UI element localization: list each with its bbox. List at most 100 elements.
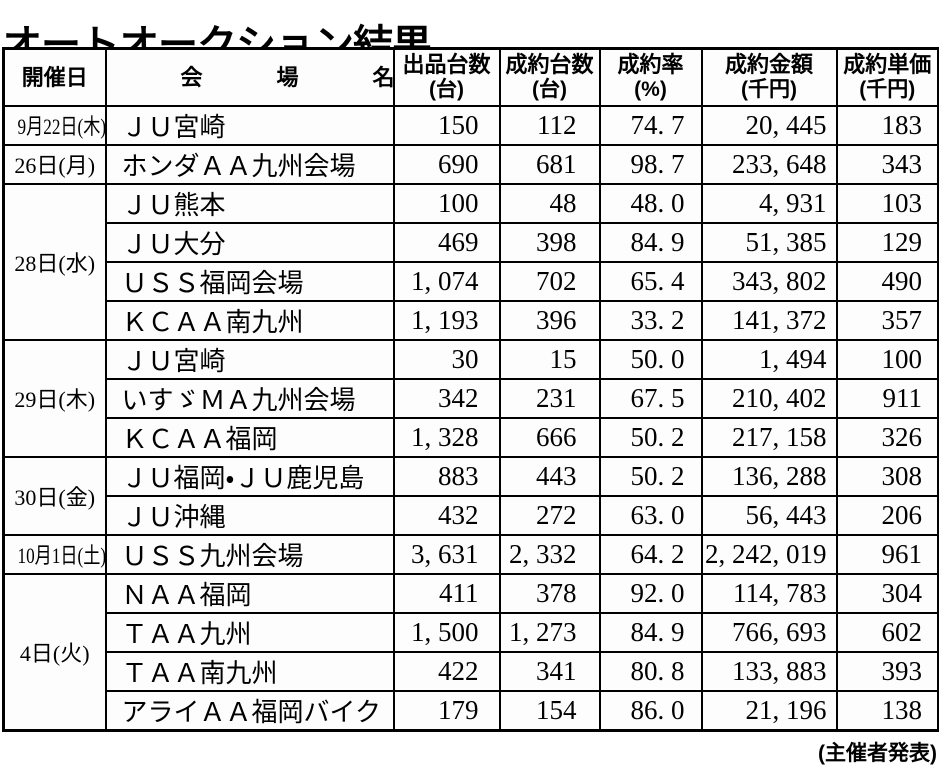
sold-cell: 272 bbox=[498, 494, 601, 536]
sold-cell: 112 bbox=[498, 104, 601, 146]
rate-cell: 50. 0 bbox=[598, 338, 703, 380]
venue-cell: ＵＳＳ九州会場 bbox=[104, 533, 395, 575]
table-row: いすゞＭＡ九州会場 342 231 67. 5 210, 402 911 bbox=[4, 377, 939, 419]
sold-cell: 2, 332 bbox=[498, 533, 601, 575]
table-row: 9月22日(木) ＪＵ宮崎 150 112 74. 7 20, 445 183 bbox=[2, 104, 939, 146]
listed-cell: 411 bbox=[392, 572, 501, 614]
venue-cell: ＪＵ宮崎 bbox=[104, 338, 395, 380]
venue-cell: ＪＵ福岡・ＪＵ鹿児島 bbox=[104, 455, 395, 497]
col-header-amount: 成約金額 (千円) bbox=[700, 47, 838, 107]
col-header-sold-unit: (台) bbox=[532, 78, 567, 102]
sold-cell: 378 bbox=[498, 572, 601, 614]
date-label: 28日(水) bbox=[14, 250, 96, 276]
col-header-rate-label: 成約率 bbox=[617, 52, 684, 78]
unit-price-cell: 357 bbox=[835, 299, 939, 341]
col-header-listed: 出品台数 (台) bbox=[392, 47, 501, 107]
rate-cell: 74. 7 bbox=[598, 104, 703, 146]
col-header-listed-unit: (台) bbox=[429, 78, 464, 102]
source-note: (主催者発表) bbox=[818, 742, 937, 765]
rate-cell: 63. 0 bbox=[598, 494, 703, 536]
table-row: 4日(火) ＮＡＡ福岡 411 378 92. 0 114, 783 304 bbox=[2, 572, 939, 731]
amount-cell: 766, 693 bbox=[700, 611, 838, 653]
listed-cell: 30 bbox=[392, 338, 501, 380]
table-row: 28日(水) ＪＵ熊本 100 48 48. 0 4, 931 103 bbox=[2, 182, 939, 341]
venue-cell: アライＡＡ福岡バイク bbox=[104, 689, 395, 731]
date-label: 10月1日(土) bbox=[17, 543, 106, 568]
amount-cell: 210, 402 bbox=[700, 377, 838, 419]
rate-cell: 50. 2 bbox=[598, 455, 703, 497]
date-label: 30日(金) bbox=[14, 484, 96, 510]
sold-cell: 1, 273 bbox=[498, 611, 601, 653]
table-row: 29日(木) ＪＵ宮崎 30 15 50. 0 1, 494 100 bbox=[2, 338, 939, 458]
col-header-sold-label: 成約台数 bbox=[505, 52, 594, 78]
rate-cell: 64. 2 bbox=[598, 533, 703, 575]
unit-price-cell: 343 bbox=[835, 143, 939, 185]
table-row: ＵＳＳ福岡会場 1, 074 702 65. 4 343, 802 490 bbox=[4, 260, 939, 302]
col-header-venue: 会場名 bbox=[104, 47, 395, 107]
venue-cell: ＴＡＡ九州 bbox=[104, 611, 395, 653]
col-header-unit-price: 成約単価 (千円) bbox=[835, 47, 939, 107]
listed-cell: 883 bbox=[392, 455, 501, 497]
col-header-venue-label: 会場名 bbox=[180, 64, 392, 90]
listed-cell: 342 bbox=[392, 377, 501, 419]
date-cell: 30日(金) bbox=[2, 455, 107, 536]
listed-cell: 179 bbox=[392, 689, 501, 731]
sold-cell: 154 bbox=[498, 689, 601, 731]
col-header-rate-unit: (%) bbox=[634, 78, 667, 102]
date-cell: 28日(水) bbox=[2, 182, 107, 341]
col-header-amount-label: 成約金額 bbox=[724, 52, 813, 78]
sold-cell: 702 bbox=[498, 260, 601, 302]
rate-cell: 80. 8 bbox=[598, 650, 703, 692]
rate-cell: 86. 0 bbox=[598, 689, 703, 731]
col-header-listed-label: 出品台数 bbox=[402, 52, 491, 78]
listed-cell: 1, 074 bbox=[392, 260, 501, 302]
table-row: ＪＵ沖縄 432 272 63. 0 56, 443 206 bbox=[4, 494, 939, 536]
date-label: 29日(木) bbox=[14, 387, 96, 412]
listed-cell: 422 bbox=[392, 650, 501, 692]
amount-cell: 21, 196 bbox=[700, 689, 838, 731]
unit-price-cell: 326 bbox=[835, 416, 939, 458]
date-label: 9月22日(木) bbox=[17, 114, 106, 139]
sold-cell: 231 bbox=[498, 377, 601, 419]
unit-price-cell: 183 bbox=[835, 104, 939, 146]
table-row: ＴＡＡ九州 1, 500 1, 273 84. 9 766, 693 602 bbox=[4, 611, 939, 653]
venue-cell: ホンダＡＡ九州会場 bbox=[104, 143, 395, 185]
unit-price-cell: 961 bbox=[835, 533, 939, 575]
date-cell: 10月1日(土) bbox=[2, 533, 107, 575]
listed-cell: 432 bbox=[392, 494, 501, 536]
date-cell: 29日(木) bbox=[2, 338, 107, 458]
rate-cell: 98. 7 bbox=[598, 143, 703, 185]
col-header-unit-price-label: 成約単価 bbox=[843, 52, 932, 78]
unit-price-cell: 304 bbox=[835, 572, 939, 614]
col-header-date-label: 開催日 bbox=[21, 64, 88, 90]
amount-cell: 20, 445 bbox=[700, 104, 838, 146]
table-row: アライＡＡ福岡バイク 179 154 86. 0 21, 196 138 bbox=[4, 689, 939, 731]
amount-cell: 114, 783 bbox=[700, 572, 838, 614]
date-label: 4日(火) bbox=[19, 640, 90, 666]
venue-cell: ＵＳＳ福岡会場 bbox=[104, 260, 395, 302]
listed-cell: 690 bbox=[392, 143, 501, 185]
table-row: 10月1日(土) ＵＳＳ九州会場 3, 631 2, 332 64. 2 2, … bbox=[2, 533, 939, 575]
amount-cell: 2, 242, 019 bbox=[700, 533, 838, 575]
listed-cell: 100 bbox=[392, 182, 501, 224]
rate-cell: 50. 2 bbox=[598, 416, 703, 458]
sold-cell: 48 bbox=[498, 182, 601, 224]
date-cell: 4日(火) bbox=[2, 572, 107, 731]
venue-cell: いすゞＭＡ九州会場 bbox=[104, 377, 395, 419]
table-row: ＪＵ大分 469 398 84. 9 51, 385 129 bbox=[4, 221, 939, 263]
sold-cell: 666 bbox=[498, 416, 601, 458]
rate-cell: 48. 0 bbox=[598, 182, 703, 224]
venue-cell: ＪＵ沖縄 bbox=[104, 494, 395, 536]
sold-cell: 681 bbox=[498, 143, 601, 185]
amount-cell: 51, 385 bbox=[700, 221, 838, 263]
venue-cell: ＪＵ宮崎 bbox=[104, 104, 395, 146]
listed-cell: 469 bbox=[392, 221, 501, 263]
amount-cell: 56, 443 bbox=[700, 494, 838, 536]
rate-cell: 65. 4 bbox=[598, 260, 703, 302]
venue-cell: ＪＵ熊本 bbox=[104, 182, 395, 224]
unit-price-cell: 308 bbox=[835, 455, 939, 497]
amount-cell: 217, 158 bbox=[700, 416, 838, 458]
table-row: ＫＣＡＡ福岡 1, 328 666 50. 2 217, 158 326 bbox=[4, 416, 939, 458]
rate-cell: 84. 9 bbox=[598, 221, 703, 263]
sold-cell: 341 bbox=[498, 650, 601, 692]
